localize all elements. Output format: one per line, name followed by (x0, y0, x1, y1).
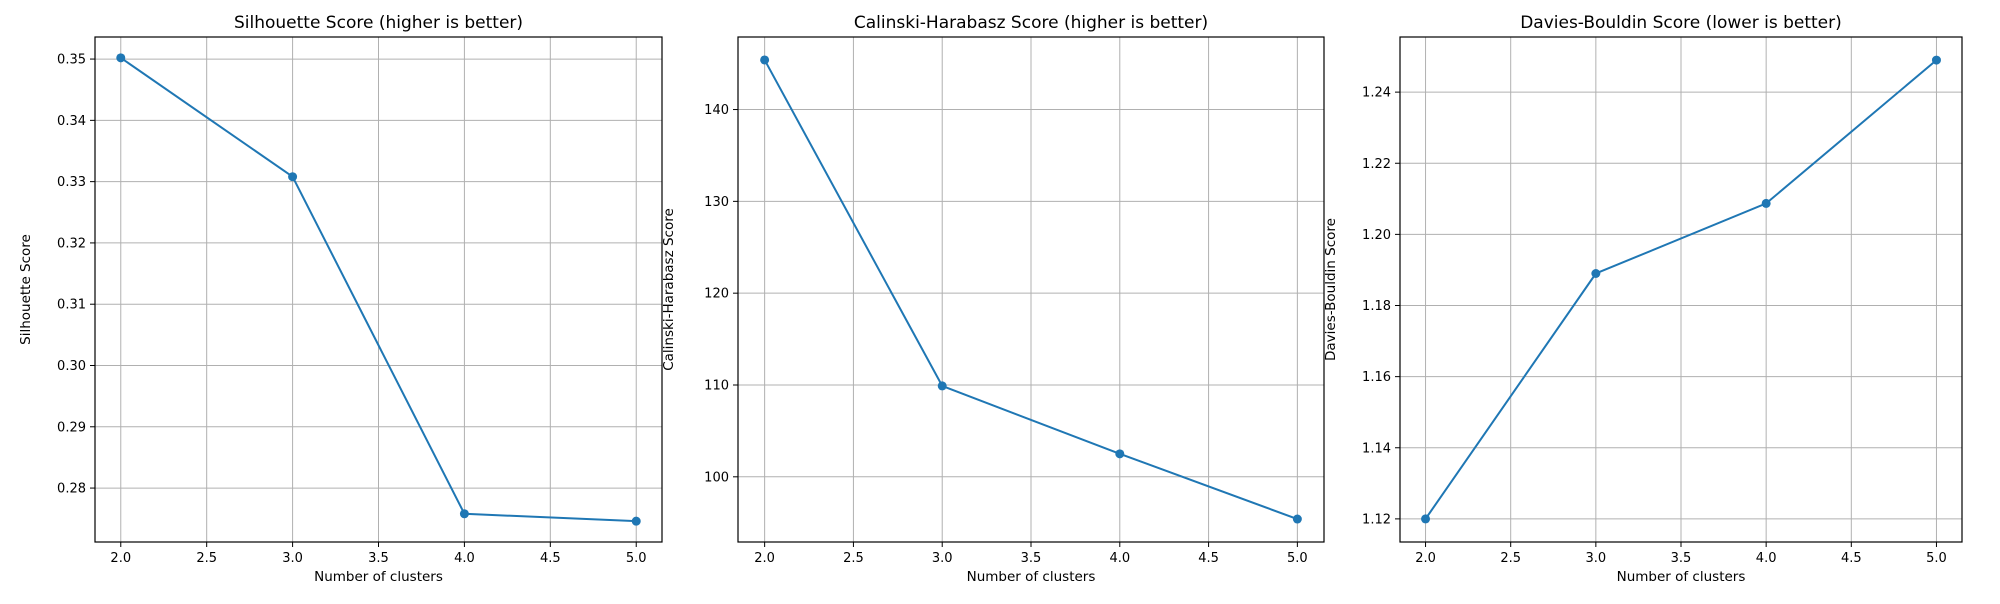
chart-panel-2: 2.0 2.5 3.0 3.5 4.0 4.5 5.0 100 110 120 130 140 Cali… (661, 13, 1325, 585)
series-line (1424, 59, 1938, 520)
x-tick-label: 5.0 (1926, 551, 1947, 566)
data-point (1421, 514, 1431, 524)
x-axis-label: Number of clusters (314, 569, 443, 585)
x-tick-label: 4.0 (1756, 551, 1777, 566)
y-tick-label: 0.31 (57, 298, 86, 313)
x-tick-label: 4.5 (1198, 551, 1219, 566)
data-point (288, 172, 298, 182)
x-tick-label: 3.5 (1021, 551, 1042, 566)
data-point (1931, 55, 1941, 65)
y-tick-label: 0.35 (57, 53, 86, 68)
y-axis-label: Davies-Bouldin Score (1323, 218, 1339, 361)
y-tick-label: 100 (704, 470, 729, 485)
y-tick-label: 1.20 (1362, 228, 1391, 243)
data-point (1591, 268, 1601, 278)
y-axis-label: Silhouette Score (18, 234, 34, 345)
y-tick-label: 110 (704, 378, 729, 393)
y-tick-label: 0.29 (57, 420, 86, 435)
y-tick-label: 0.30 (57, 359, 86, 374)
x-tick-label: 2.0 (110, 551, 131, 566)
data-point (116, 53, 126, 63)
series-line (120, 57, 637, 523)
y-tick-label: 1.22 (1362, 157, 1391, 172)
x-axis-label: Number of clusters (967, 569, 1096, 585)
y-tick-label: 120 (704, 287, 729, 302)
y-tick-label: 0.34 (57, 114, 86, 129)
x-tick-label: 3.0 (932, 551, 953, 566)
y-tick-label: 1.14 (1362, 441, 1391, 456)
data-point (937, 381, 947, 391)
chart-panel-3: 2.0 2.5 3.0 3.5 4.0 4.5 5.0 1.12 1.14 1.16 1.18 1.2… (1323, 13, 1963, 585)
x-tick-label: 4.5 (1841, 551, 1862, 566)
x-tick-label: 5.0 (626, 551, 647, 566)
data-point (631, 516, 641, 526)
chart-title: Silhouette Score (higher is better) (234, 13, 523, 33)
y-tick-label: 0.32 (57, 236, 86, 251)
y-tick-label: 0.33 (57, 175, 86, 190)
plot-frame (737, 36, 1325, 543)
y-tick-label: 1.24 (1362, 86, 1391, 101)
y-tick-label: 130 (704, 195, 729, 210)
x-tick-label: 2.5 (1500, 551, 1521, 566)
x-tick-label: 3.0 (282, 551, 303, 566)
x-tick-label: 5.0 (1287, 551, 1308, 566)
y-tick-label: 1.16 (1362, 370, 1391, 385)
y-axis-label: Calinski-Harabasz Score (661, 208, 677, 371)
x-tick-label: 2.0 (1415, 551, 1436, 566)
data-point (459, 509, 469, 519)
x-tick-label: 3.5 (368, 551, 389, 566)
plot-frame (94, 36, 663, 543)
y-tick-label: 1.18 (1362, 299, 1391, 314)
y-tick-label: 0.28 (57, 482, 86, 497)
x-tick-label: 2.5 (843, 551, 864, 566)
chart-title: Calinski-Harabasz Score (higher is bette… (854, 13, 1208, 33)
data-point (1115, 449, 1125, 459)
y-tick-label: 140 (704, 103, 729, 118)
x-axis-label: Number of clusters (1617, 569, 1746, 585)
x-tick-label: 3.0 (1586, 551, 1607, 566)
chart-panel-1: 2.0 2.5 3.0 3.5 4.0 4.5 5.0 0.28 0.29 0.30 0.31 0.3… (18, 13, 663, 585)
data-point (1292, 514, 1302, 524)
chart-title: Davies-Bouldin Score (lower is better) (1520, 13, 1842, 33)
x-tick-label: 2.0 (754, 551, 775, 566)
x-tick-label: 4.0 (1109, 551, 1130, 566)
data-point (1761, 198, 1771, 208)
series-line (763, 59, 1298, 520)
x-tick-label: 3.5 (1671, 551, 1692, 566)
plot-frame (1399, 36, 1963, 543)
data-point (760, 55, 770, 65)
y-tick-label: 1.12 (1362, 512, 1391, 527)
x-tick-label: 2.5 (196, 551, 217, 566)
x-tick-label: 4.5 (540, 551, 561, 566)
x-tick-label: 4.0 (454, 551, 475, 566)
